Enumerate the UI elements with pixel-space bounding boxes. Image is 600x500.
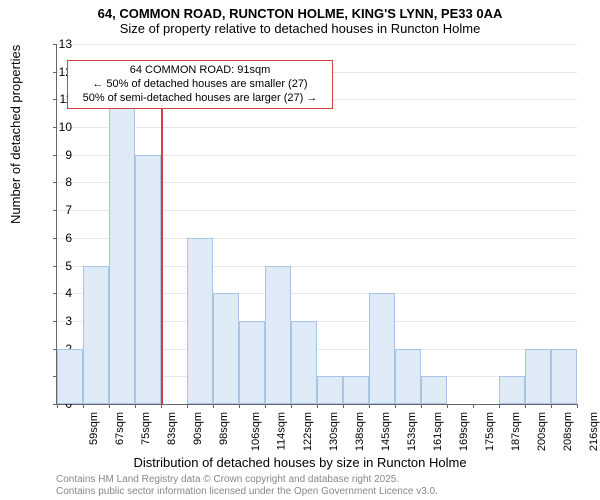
x-tick-label: 90sqm: [192, 412, 204, 445]
x-tick-mark: [551, 404, 552, 408]
attribution-line1: Contains HM Land Registry data © Crown c…: [56, 474, 438, 486]
x-tick-label: 114sqm: [275, 412, 287, 450]
x-tick-mark: [499, 404, 500, 408]
attribution-text: Contains HM Land Registry data © Crown c…: [56, 474, 438, 498]
histogram-bar: [57, 349, 82, 404]
x-tick-label: 169sqm: [458, 412, 470, 451]
histogram-bar: [135, 155, 160, 404]
x-tick-label: 83sqm: [166, 412, 178, 445]
histogram-bar: [291, 321, 316, 404]
histogram-bar: [551, 349, 576, 404]
x-tick-label: 130sqm: [328, 412, 340, 451]
x-tick-mark: [265, 404, 266, 408]
histogram-bar: [265, 266, 290, 404]
x-axis-label: Distribution of detached houses by size …: [0, 455, 600, 470]
chart-container: 64, COMMON ROAD, RUNCTON HOLME, KING'S L…: [0, 0, 600, 500]
x-tick-label: 187sqm: [510, 412, 522, 451]
x-tick-label: 98sqm: [218, 412, 230, 445]
histogram-bar: [369, 293, 394, 404]
histogram-bar: [109, 99, 134, 404]
x-tick-mark: [109, 404, 110, 408]
histogram-bar: [83, 266, 108, 404]
histogram-bar: [213, 293, 238, 404]
x-tick-mark: [395, 404, 396, 408]
x-tick-mark: [239, 404, 240, 408]
marker-line: [161, 99, 163, 404]
x-tick-label: 153sqm: [406, 412, 418, 451]
x-tick-mark: [213, 404, 214, 408]
annotation-line2: ← 50% of detached houses are smaller (27…: [76, 78, 324, 92]
histogram-bar: [499, 376, 524, 404]
histogram-bar: [187, 238, 212, 404]
y-axis-label: Number of detached properties: [8, 45, 23, 224]
chart-title-sub: Size of property relative to detached ho…: [0, 21, 600, 40]
x-tick-mark: [343, 404, 344, 408]
histogram-bar: [317, 376, 342, 404]
histogram-bar: [525, 349, 550, 404]
x-tick-mark: [369, 404, 370, 408]
histogram-bar: [239, 321, 264, 404]
chart-title-main: 64, COMMON ROAD, RUNCTON HOLME, KING'S L…: [0, 0, 600, 21]
x-tick-mark: [473, 404, 474, 408]
x-tick-label: 67sqm: [114, 412, 126, 445]
x-tick-label: 175sqm: [484, 412, 496, 451]
x-tick-mark: [291, 404, 292, 408]
histogram-bar: [395, 349, 420, 404]
x-tick-mark: [83, 404, 84, 408]
x-tick-mark: [161, 404, 162, 408]
x-tick-label: 200sqm: [536, 412, 548, 451]
plot-area: 64 COMMON ROAD: 91sqm ← 50% of detached …: [56, 44, 577, 405]
attribution-line2: Contains public sector information licen…: [56, 486, 438, 498]
x-tick-label: 161sqm: [432, 412, 444, 451]
x-tick-label: 216sqm: [588, 412, 600, 451]
annotation-line3: 50% of semi-detached houses are larger (…: [76, 92, 324, 106]
x-tick-mark: [317, 404, 318, 408]
histogram-bar: [343, 376, 368, 404]
x-tick-label: 122sqm: [302, 412, 314, 451]
x-tick-mark: [577, 404, 578, 408]
annotation-line1: 64 COMMON ROAD: 91sqm: [76, 64, 324, 78]
x-tick-mark: [135, 404, 136, 408]
x-tick-label: 75sqm: [140, 412, 152, 445]
x-tick-mark: [525, 404, 526, 408]
x-tick-label: 106sqm: [250, 412, 262, 451]
x-tick-label: 145sqm: [380, 412, 392, 451]
x-tick-label: 59sqm: [88, 412, 100, 445]
annotation-box: 64 COMMON ROAD: 91sqm ← 50% of detached …: [67, 60, 333, 109]
x-tick-mark: [187, 404, 188, 408]
histogram-bar: [421, 376, 446, 404]
x-tick-label: 208sqm: [562, 412, 574, 451]
x-tick-label: 138sqm: [354, 412, 366, 451]
x-tick-mark: [421, 404, 422, 408]
x-tick-mark: [447, 404, 448, 408]
